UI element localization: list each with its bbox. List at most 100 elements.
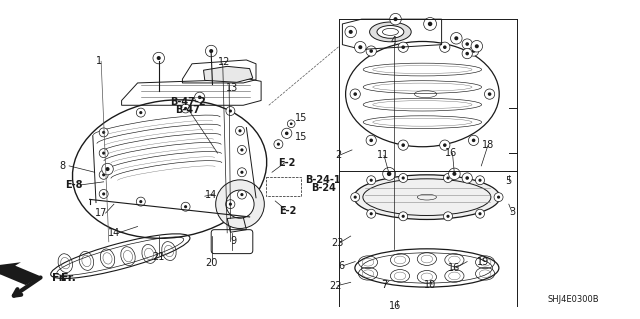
- Text: 20: 20: [205, 258, 218, 268]
- Circle shape: [237, 168, 246, 177]
- Circle shape: [106, 167, 109, 171]
- Polygon shape: [204, 66, 253, 82]
- Circle shape: [184, 205, 187, 208]
- Circle shape: [290, 122, 292, 125]
- Text: 10: 10: [424, 280, 436, 290]
- Circle shape: [462, 39, 472, 49]
- Circle shape: [354, 196, 356, 199]
- Circle shape: [102, 131, 105, 134]
- Text: 11: 11: [376, 150, 389, 160]
- Circle shape: [488, 92, 492, 96]
- Circle shape: [401, 45, 405, 49]
- Ellipse shape: [354, 175, 500, 219]
- Text: 21: 21: [152, 252, 165, 262]
- Circle shape: [475, 44, 479, 48]
- Circle shape: [237, 145, 246, 154]
- Circle shape: [424, 18, 436, 30]
- Text: Fr.: Fr.: [61, 272, 76, 283]
- Circle shape: [237, 190, 246, 199]
- Circle shape: [184, 107, 187, 110]
- Circle shape: [140, 111, 142, 114]
- Circle shape: [136, 197, 145, 206]
- Circle shape: [370, 179, 372, 182]
- Text: 12: 12: [218, 57, 230, 67]
- Text: 14: 14: [108, 228, 120, 238]
- Circle shape: [355, 41, 366, 53]
- Circle shape: [451, 33, 462, 44]
- Circle shape: [102, 173, 105, 176]
- Circle shape: [140, 200, 142, 203]
- Circle shape: [401, 143, 405, 147]
- Circle shape: [353, 92, 357, 96]
- Circle shape: [236, 126, 244, 135]
- Circle shape: [205, 45, 217, 57]
- Text: 2: 2: [335, 150, 341, 160]
- Circle shape: [99, 149, 108, 158]
- Circle shape: [452, 172, 456, 176]
- Circle shape: [484, 89, 495, 99]
- Circle shape: [440, 42, 450, 52]
- Circle shape: [494, 193, 503, 202]
- Ellipse shape: [377, 26, 404, 38]
- Circle shape: [181, 202, 190, 211]
- Text: SHJ4E0300B: SHJ4E0300B: [547, 295, 599, 304]
- Text: 19: 19: [477, 256, 490, 267]
- Circle shape: [367, 209, 376, 218]
- Circle shape: [345, 26, 356, 38]
- Circle shape: [394, 17, 397, 21]
- Text: E-2: E-2: [278, 158, 296, 168]
- Circle shape: [153, 52, 164, 64]
- Text: 23: 23: [332, 238, 344, 248]
- Circle shape: [443, 143, 447, 147]
- Circle shape: [465, 52, 469, 56]
- Circle shape: [282, 128, 292, 138]
- Text: 7: 7: [381, 280, 387, 290]
- Circle shape: [226, 200, 235, 209]
- Circle shape: [402, 215, 404, 218]
- Circle shape: [241, 148, 243, 152]
- Text: 1: 1: [96, 56, 102, 66]
- Circle shape: [351, 193, 360, 202]
- Circle shape: [476, 176, 484, 185]
- Circle shape: [136, 108, 145, 117]
- Circle shape: [449, 168, 460, 180]
- Circle shape: [369, 49, 373, 53]
- Text: 6: 6: [338, 261, 344, 271]
- Circle shape: [99, 189, 108, 198]
- Circle shape: [398, 140, 408, 150]
- Circle shape: [239, 129, 241, 132]
- Text: E-8: E-8: [65, 180, 83, 190]
- Text: 15: 15: [294, 132, 307, 142]
- Circle shape: [198, 95, 202, 99]
- Circle shape: [367, 176, 376, 185]
- Text: 16: 16: [448, 263, 461, 273]
- Circle shape: [102, 192, 105, 196]
- Text: 9: 9: [230, 236, 237, 246]
- Circle shape: [369, 138, 373, 142]
- Circle shape: [181, 104, 190, 113]
- Circle shape: [462, 48, 472, 59]
- Circle shape: [195, 92, 205, 102]
- Circle shape: [399, 174, 408, 182]
- Circle shape: [157, 56, 161, 60]
- Circle shape: [229, 109, 232, 113]
- Circle shape: [468, 135, 479, 145]
- Circle shape: [465, 176, 469, 180]
- Text: B-47: B-47: [175, 105, 200, 115]
- Circle shape: [229, 203, 232, 206]
- Circle shape: [277, 143, 280, 146]
- Text: E-2: E-2: [279, 205, 297, 216]
- Circle shape: [454, 36, 458, 40]
- Circle shape: [479, 179, 481, 182]
- Text: 5: 5: [506, 176, 512, 186]
- Circle shape: [471, 41, 483, 52]
- Circle shape: [390, 13, 401, 25]
- Circle shape: [349, 30, 353, 34]
- Text: 14: 14: [205, 189, 218, 200]
- Text: 18: 18: [481, 140, 494, 150]
- Circle shape: [287, 120, 295, 128]
- Circle shape: [387, 172, 392, 176]
- Ellipse shape: [370, 22, 412, 42]
- Text: B-24: B-24: [311, 183, 335, 193]
- Circle shape: [383, 167, 396, 180]
